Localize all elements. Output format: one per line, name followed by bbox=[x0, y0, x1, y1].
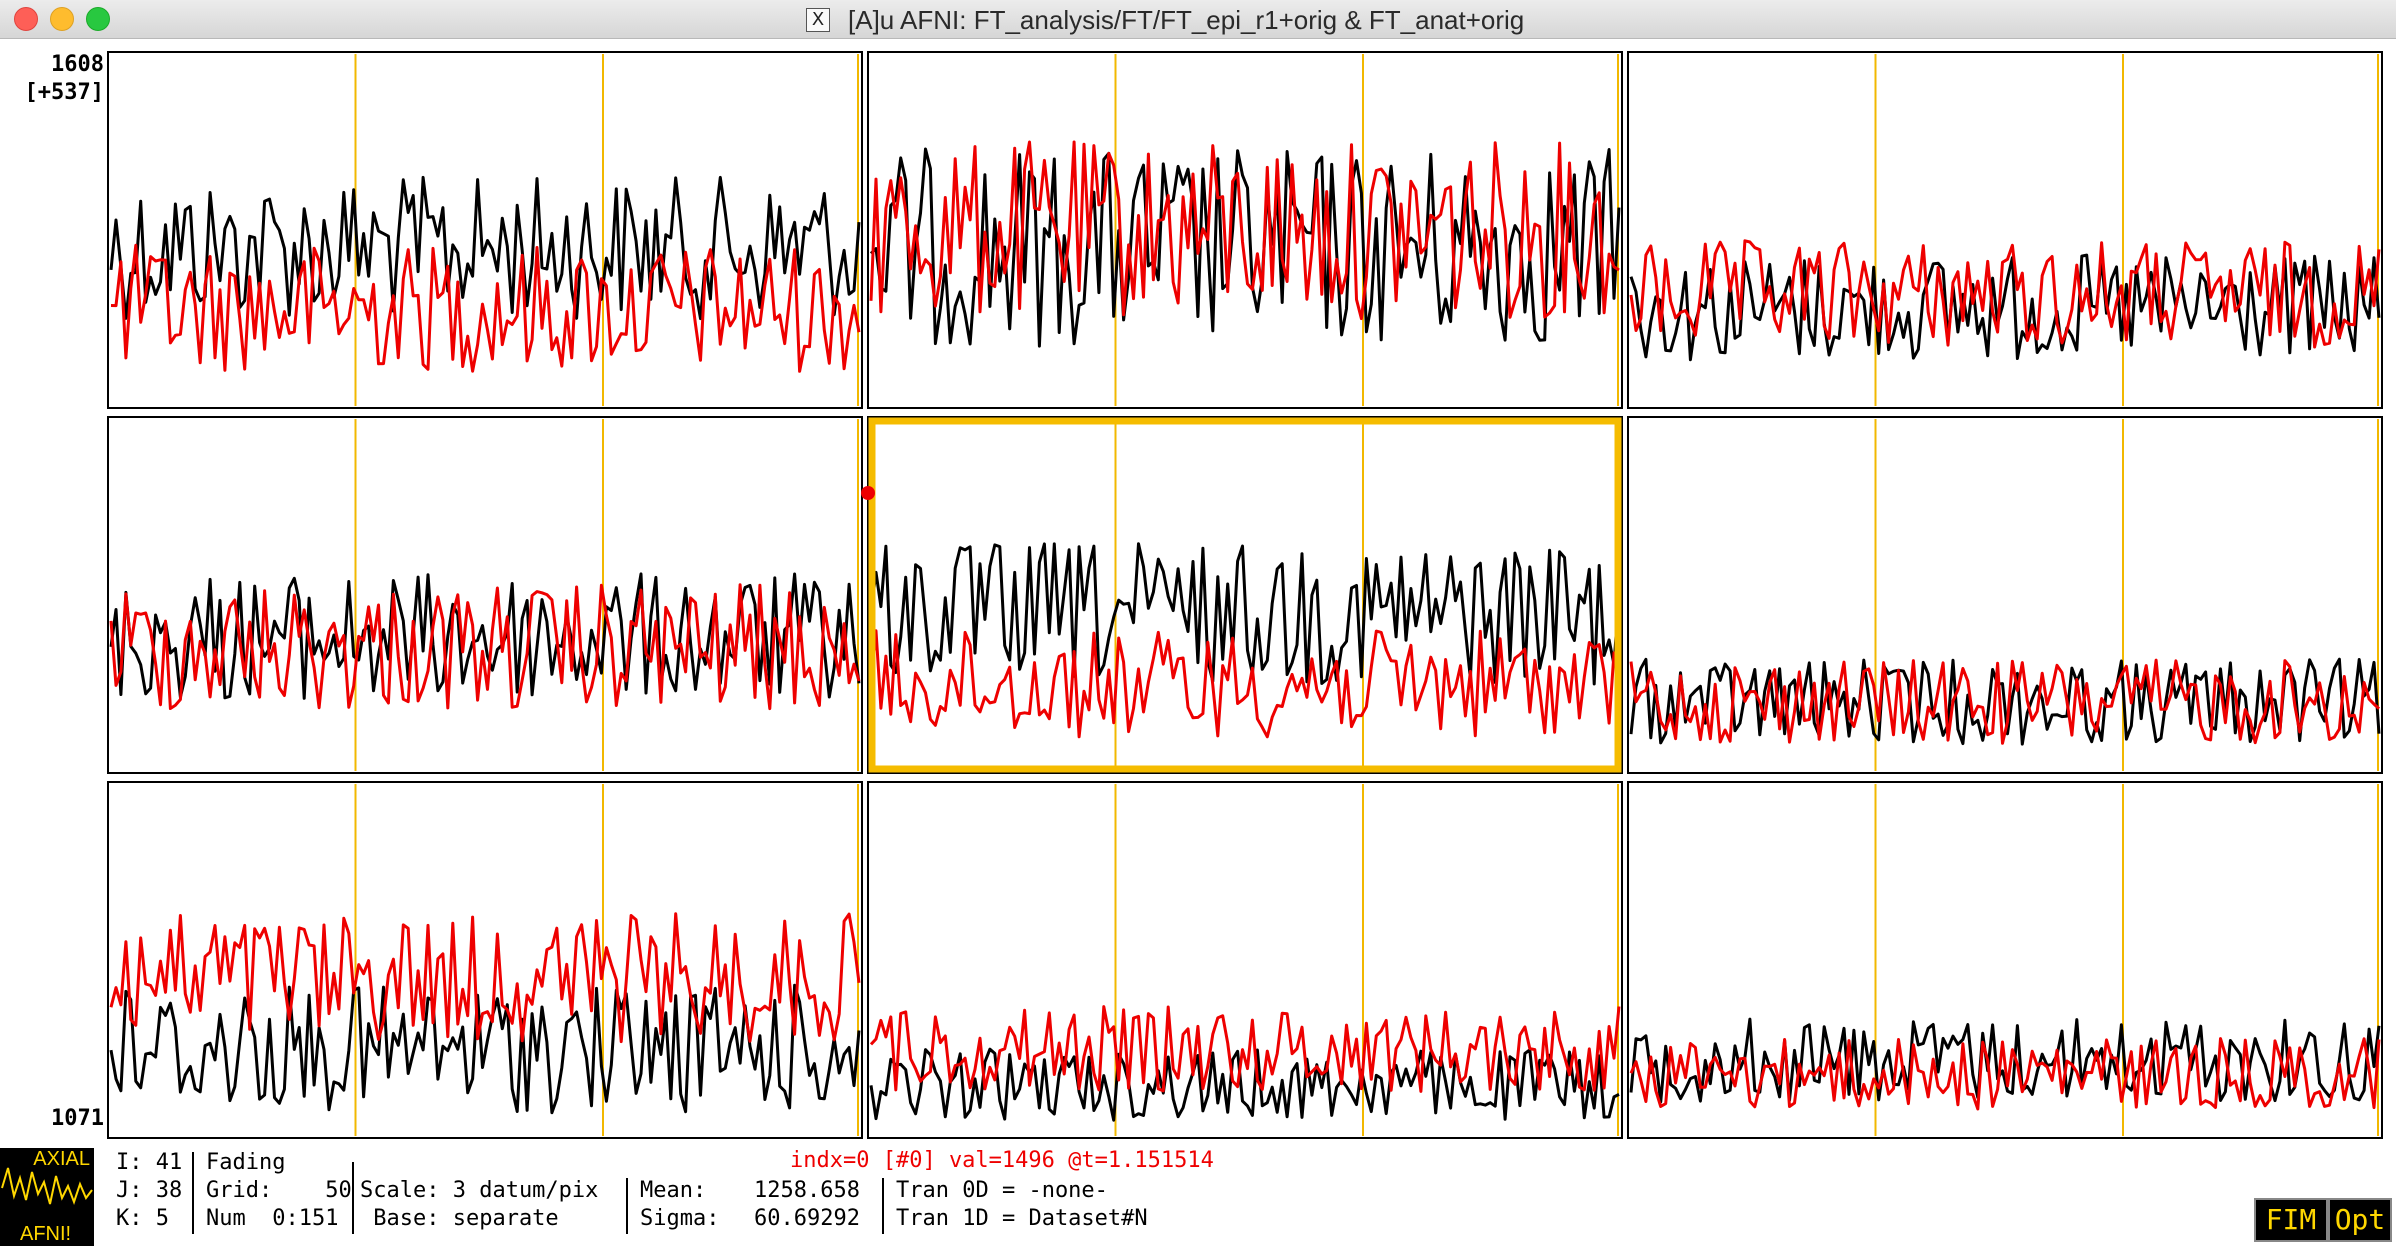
y-axis-top-value: 1608 bbox=[51, 52, 104, 77]
status-panel bbox=[0, 1148, 2396, 1246]
minimize-window-button[interactable] bbox=[50, 7, 74, 31]
separator bbox=[192, 1152, 194, 1234]
sigma-value: 60.69292 bbox=[754, 1206, 860, 1231]
red-series bbox=[109, 912, 861, 1044]
j-index: J: 38 bbox=[116, 1178, 183, 1203]
afni-label: AFNI! bbox=[20, 1223, 72, 1245]
y-axis-range: [+537] bbox=[24, 80, 104, 105]
fading-label[interactable]: Fading bbox=[206, 1150, 286, 1175]
black-series bbox=[109, 175, 861, 321]
scale-value: Scale: 3 datum/pix bbox=[360, 1178, 599, 1203]
black-series bbox=[869, 147, 1621, 348]
red-series bbox=[1629, 1037, 2381, 1111]
axial-label: AXIAL bbox=[33, 1148, 90, 1170]
graph-cell-frame[interactable] bbox=[1627, 51, 2383, 409]
fim-button[interactable]: FIM bbox=[2254, 1198, 2328, 1242]
current-time-marker bbox=[861, 486, 875, 500]
mean-value: 1258.658 bbox=[754, 1178, 860, 1203]
x11-icon: X bbox=[806, 8, 830, 32]
black-series bbox=[1629, 657, 2381, 746]
y-axis-bottom-value: 1071 bbox=[51, 1106, 104, 1131]
black-series bbox=[1629, 253, 2381, 362]
separator bbox=[626, 1178, 628, 1234]
opt-button[interactable]: Opt bbox=[2328, 1198, 2392, 1242]
tran0d-value: Tran 0D = -none- bbox=[896, 1178, 1108, 1203]
sigma-label: Sigma: bbox=[640, 1206, 720, 1231]
black-series bbox=[1629, 1017, 2381, 1104]
red-series bbox=[1629, 239, 2381, 349]
axial-thumbnail-icon bbox=[1, 1167, 93, 1205]
axial-image-button[interactable]: AXIAL AFNI! bbox=[0, 1148, 94, 1246]
separator bbox=[352, 1162, 354, 1234]
red-series bbox=[1629, 658, 2381, 745]
graph-cell-frame[interactable] bbox=[107, 416, 863, 774]
selected-voxel-border bbox=[868, 417, 1622, 773]
tran1d-value: Tran 1D = Dataset#N bbox=[896, 1206, 1148, 1231]
red-series bbox=[869, 140, 1620, 321]
separator bbox=[882, 1178, 884, 1234]
base-value: Base: separate bbox=[360, 1206, 559, 1231]
k-index: K: 5 bbox=[116, 1206, 169, 1231]
black-series bbox=[869, 1047, 1620, 1122]
black-series bbox=[109, 983, 861, 1115]
black-series bbox=[869, 542, 1621, 686]
close-window-button[interactable] bbox=[14, 7, 38, 31]
num-range: Num 0:151 bbox=[206, 1206, 339, 1231]
grid-value: Grid: 50 bbox=[206, 1178, 352, 1203]
zoom-window-button[interactable] bbox=[86, 7, 110, 31]
graph-cell-frame[interactable] bbox=[107, 51, 863, 409]
i-index: I: 41 bbox=[116, 1150, 183, 1175]
red-series bbox=[110, 243, 861, 373]
timeseries-graph-grid[interactable] bbox=[0, 0, 2396, 1148]
red-series bbox=[109, 583, 861, 711]
mean-label: Mean: bbox=[640, 1178, 707, 1203]
title-bar: X [A]u AFNI: FT_analysis/FT/FT_epi_r1+or… bbox=[0, 0, 2396, 39]
window-title: [A]u AFNI: FT_analysis/FT/FT_epi_r1+orig… bbox=[848, 5, 1525, 35]
voxel-info: indx=0 [#0] val=1496 @t=1.151514 bbox=[790, 1148, 1214, 1173]
red-series bbox=[869, 1005, 1621, 1093]
red-series bbox=[869, 629, 1621, 739]
